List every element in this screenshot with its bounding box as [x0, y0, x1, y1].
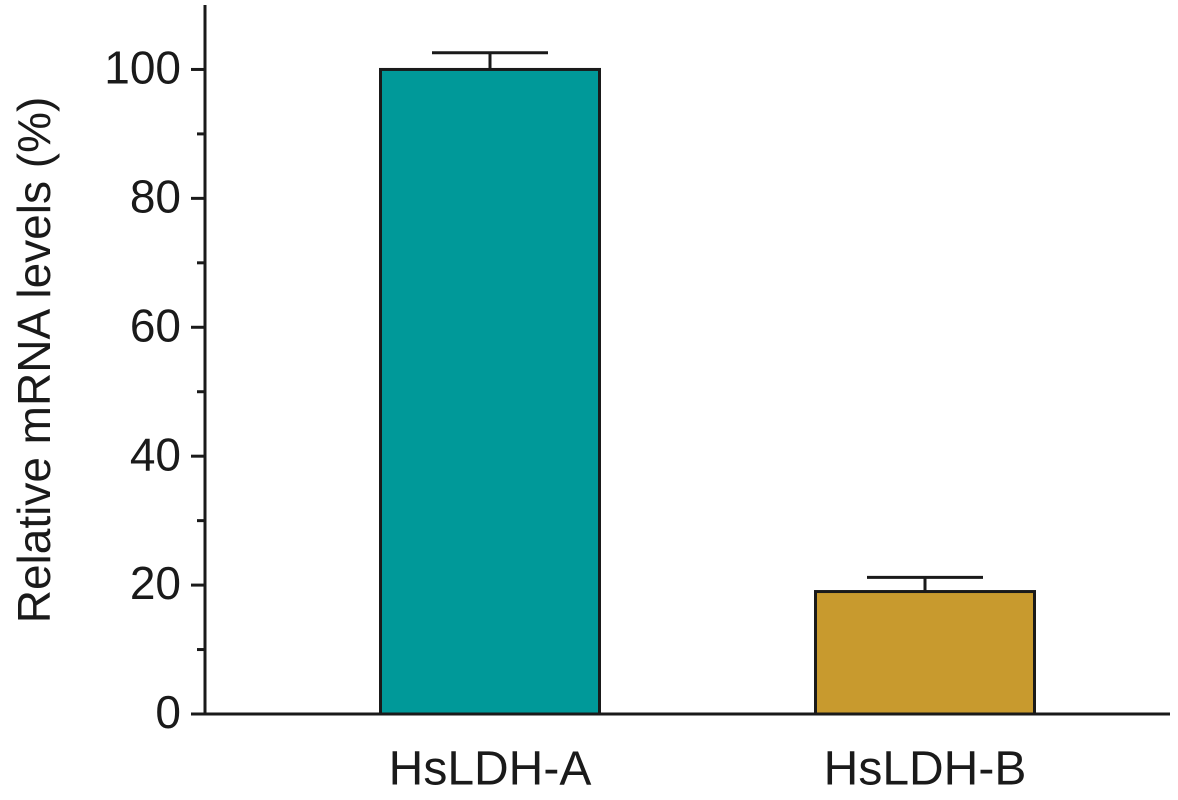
y-tick-label: 40 [130, 428, 181, 480]
y-tick-label: 0 [155, 686, 181, 738]
y-axis-title: Relative mRNA levels (%) [8, 97, 60, 624]
bar [379, 67, 601, 716]
y-tick-label: 80 [130, 171, 181, 223]
y-tick-label: 60 [130, 299, 181, 351]
y-tick-label: 20 [130, 557, 181, 609]
x-tick-label: HsLDH-A [389, 743, 592, 796]
y-tick-label: 100 [104, 42, 181, 94]
x-tick-label: HsLDH-B [824, 743, 1027, 796]
bar [814, 590, 1036, 716]
